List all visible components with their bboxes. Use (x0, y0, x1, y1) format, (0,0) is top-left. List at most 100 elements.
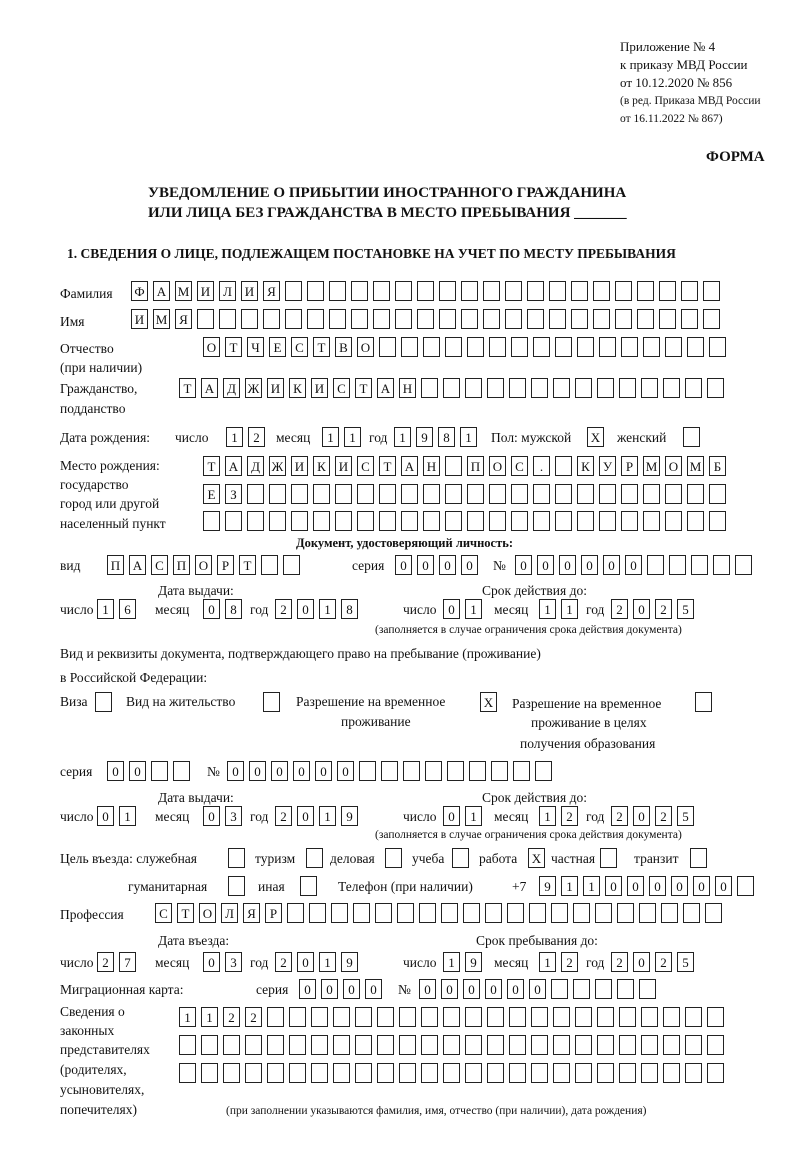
name-box[interactable] (285, 309, 302, 329)
reps-box[interactable]: 2 (223, 1007, 240, 1027)
doc-valid-year-box[interactable]: 2 (611, 599, 628, 619)
birthplace-box[interactable] (203, 511, 220, 531)
dob-year-box[interactable]: 1 (394, 427, 411, 447)
reps-box[interactable] (685, 1007, 702, 1027)
birthplace-box[interactable]: Н (423, 456, 440, 476)
citizenship-box[interactable]: А (201, 378, 218, 398)
purpose-business-box[interactable] (385, 848, 402, 868)
patronymic-box[interactable]: Ч (247, 337, 264, 357)
reps-box[interactable] (685, 1063, 702, 1083)
doc-valid-day-box[interactable]: 1 (465, 599, 482, 619)
birthplace-box[interactable] (379, 511, 396, 531)
reps-box[interactable] (267, 1063, 284, 1083)
right-valid-month-box[interactable]: 2 (561, 806, 578, 826)
reps-box[interactable] (377, 1035, 394, 1055)
birthplace-box[interactable] (687, 484, 704, 504)
birthplace-box[interactable] (445, 511, 462, 531)
profession-box[interactable] (309, 903, 326, 923)
doc-series-box[interactable]: 0 (395, 555, 412, 575)
birthplace-box[interactable] (577, 511, 594, 531)
residence-box[interactable] (263, 692, 280, 712)
name-box[interactable] (681, 309, 698, 329)
birthplace-box[interactable]: У (599, 456, 616, 476)
name-box[interactable] (307, 309, 324, 329)
right-series-box[interactable] (151, 761, 168, 781)
birthplace-box[interactable]: А (401, 456, 418, 476)
migration-number-box[interactable] (595, 979, 612, 999)
birthplace-box[interactable]: . (533, 456, 550, 476)
birthplace-box[interactable] (313, 484, 330, 504)
phone-box[interactable]: 0 (693, 876, 710, 896)
birthplace-box[interactable] (621, 484, 638, 504)
reps-box[interactable] (399, 1007, 416, 1027)
doc-kind-box[interactable]: Т (239, 555, 256, 575)
reps-box[interactable] (487, 1035, 504, 1055)
reps-box[interactable] (355, 1007, 372, 1027)
birthplace-box[interactable] (665, 511, 682, 531)
right-number-box[interactable]: 0 (227, 761, 244, 781)
surname-box[interactable] (615, 281, 632, 301)
right-number-box[interactable] (447, 761, 464, 781)
citizenship-box[interactable] (487, 378, 504, 398)
profession-box[interactable]: Т (177, 903, 194, 923)
patronymic-box[interactable] (533, 337, 550, 357)
doc-issue-day-box[interactable]: 6 (119, 599, 136, 619)
profession-box[interactable] (353, 903, 370, 923)
doc-issue-day-box[interactable]: 1 (97, 599, 114, 619)
doc-kind-box[interactable]: Р (217, 555, 234, 575)
phone-box[interactable]: 0 (715, 876, 732, 896)
stay-day-box[interactable]: 9 (465, 952, 482, 972)
birthplace-box[interactable] (709, 484, 726, 504)
patronymic-box[interactable]: Т (313, 337, 330, 357)
profession-box[interactable] (661, 903, 678, 923)
birthplace-box[interactable]: Е (203, 484, 220, 504)
stay-month-box[interactable]: 2 (561, 952, 578, 972)
doc-number-box[interactable] (691, 555, 708, 575)
citizenship-box[interactable] (531, 378, 548, 398)
right-number-box[interactable] (535, 761, 552, 781)
reps-box[interactable]: 1 (179, 1007, 196, 1027)
citizenship-box[interactable]: И (311, 378, 328, 398)
patronymic-box[interactable]: С (291, 337, 308, 357)
purpose-tourism-box[interactable] (306, 848, 323, 868)
reps-box[interactable] (575, 1063, 592, 1083)
phone-box[interactable]: 1 (561, 876, 578, 896)
birthplace-box[interactable] (643, 484, 660, 504)
patronymic-box[interactable]: О (357, 337, 374, 357)
birthplace-box[interactable] (269, 484, 286, 504)
surname-box[interactable]: А (153, 281, 170, 301)
doc-number-box[interactable]: 0 (537, 555, 554, 575)
reps-box[interactable] (575, 1007, 592, 1027)
profession-box[interactable] (617, 903, 634, 923)
right-number-box[interactable]: 0 (337, 761, 354, 781)
right-number-box[interactable]: 0 (315, 761, 332, 781)
reps-box[interactable] (443, 1063, 460, 1083)
surname-box[interactable] (285, 281, 302, 301)
migration-number-box[interactable]: 0 (529, 979, 546, 999)
phone-box[interactable]: 0 (671, 876, 688, 896)
citizenship-box[interactable] (619, 378, 636, 398)
profession-box[interactable] (529, 903, 546, 923)
doc-number-box[interactable]: 0 (515, 555, 532, 575)
reps-box[interactable] (179, 1035, 196, 1055)
birthplace-box[interactable] (665, 484, 682, 504)
birthplace-box[interactable] (401, 511, 418, 531)
name-box[interactable] (527, 309, 544, 329)
reps-box[interactable] (289, 1007, 306, 1027)
profession-box[interactable] (287, 903, 304, 923)
patronymic-box[interactable] (599, 337, 616, 357)
reps-box[interactable] (531, 1063, 548, 1083)
reps-box[interactable] (377, 1063, 394, 1083)
doc-number-box[interactable] (735, 555, 752, 575)
name-box[interactable] (483, 309, 500, 329)
right-valid-year-box[interactable]: 2 (611, 806, 628, 826)
citizenship-box[interactable]: Т (179, 378, 196, 398)
profession-box[interactable] (573, 903, 590, 923)
surname-box[interactable] (505, 281, 522, 301)
reps-box[interactable] (333, 1035, 350, 1055)
surname-box[interactable] (439, 281, 456, 301)
stay-year-box[interactable]: 2 (655, 952, 672, 972)
citizenship-box[interactable]: Ж (245, 378, 262, 398)
right-number-box[interactable] (403, 761, 420, 781)
birthplace-box[interactable]: М (687, 456, 704, 476)
